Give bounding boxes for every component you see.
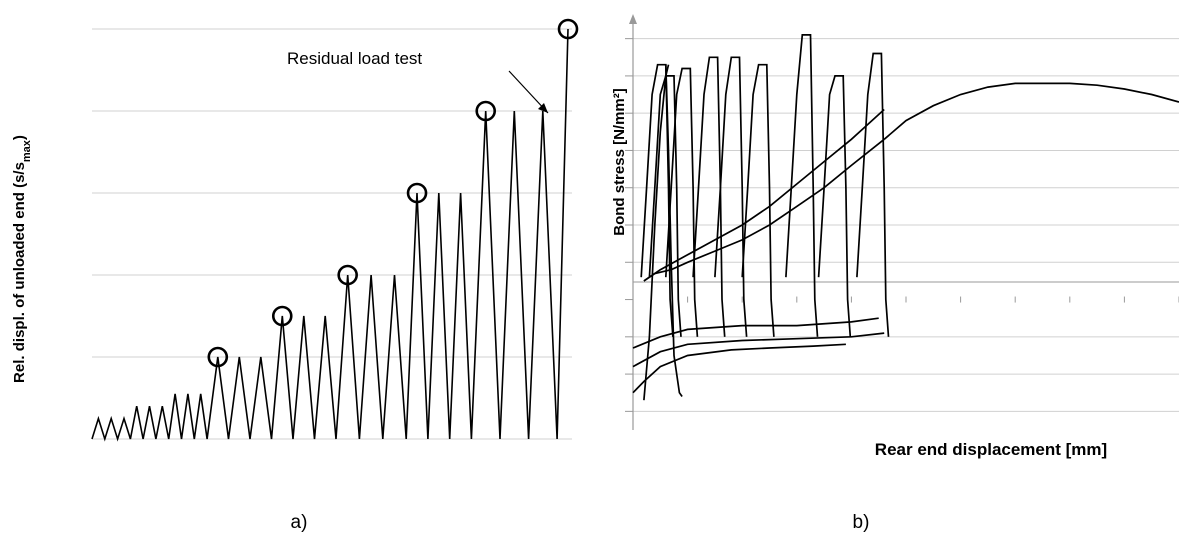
y-axis-label-a: Rel. displ. of unloaded end (s/smax) [11, 135, 33, 383]
hysteresis-loop [741, 63, 775, 337]
panel-label-a: a) [291, 512, 308, 533]
peak-circle-marker [271, 305, 293, 327]
y-axis-label-b: Bond stress [N/mm²] [611, 88, 628, 236]
series-line-a [91, 28, 569, 442]
grid-lines-a [92, 28, 572, 358]
panel-b: Bond stress [N/mm²] Rear end displacemen… [611, 14, 1179, 533]
hysteresis-loop [785, 34, 819, 337]
y-axis-arrowhead-b [629, 14, 637, 24]
hysteresis-curves-b [632, 34, 1179, 401]
hysteresis-loop [692, 56, 726, 337]
grid-lines-b [633, 38, 1179, 412]
peak-circle-marker [337, 264, 358, 286]
x-axis-label-b: Rear end displacement [mm] [875, 440, 1107, 459]
panel-a: Residual load test Rel. displ. of unload… [11, 18, 579, 533]
curve-line [643, 108, 885, 282]
hysteresis-loop [648, 75, 682, 337]
y-axis-label-a-subscript: max [21, 139, 33, 162]
peak-circle-marker [557, 18, 579, 40]
hysteresis-loop [856, 52, 890, 337]
peak-circle-marker [406, 182, 428, 204]
hysteresis-loop [817, 75, 852, 337]
hysteresis-loop [714, 56, 748, 337]
y-axis-label-a-close: ) [11, 135, 28, 140]
annotation-residual-load-test: Residual load test [287, 49, 422, 68]
curve-line [632, 332, 885, 368]
hysteresis-loop [640, 63, 674, 337]
peak-circle-marker [207, 346, 229, 368]
peak-circle-marker [475, 100, 497, 122]
hysteresis-loop [664, 67, 699, 337]
y-axis-label-a-main: Rel. displ. of unloaded end (s/s [11, 162, 28, 383]
y-axis-ticks-b [625, 38, 633, 412]
peak-markers-a [207, 18, 579, 368]
curve-line [883, 82, 1179, 140]
x-axis-ticks-b [687, 296, 1179, 303]
curve-line [632, 343, 846, 394]
annotation-arrowhead [538, 103, 548, 113]
panel-label-b: b) [853, 512, 870, 533]
curve-line [632, 317, 879, 349]
